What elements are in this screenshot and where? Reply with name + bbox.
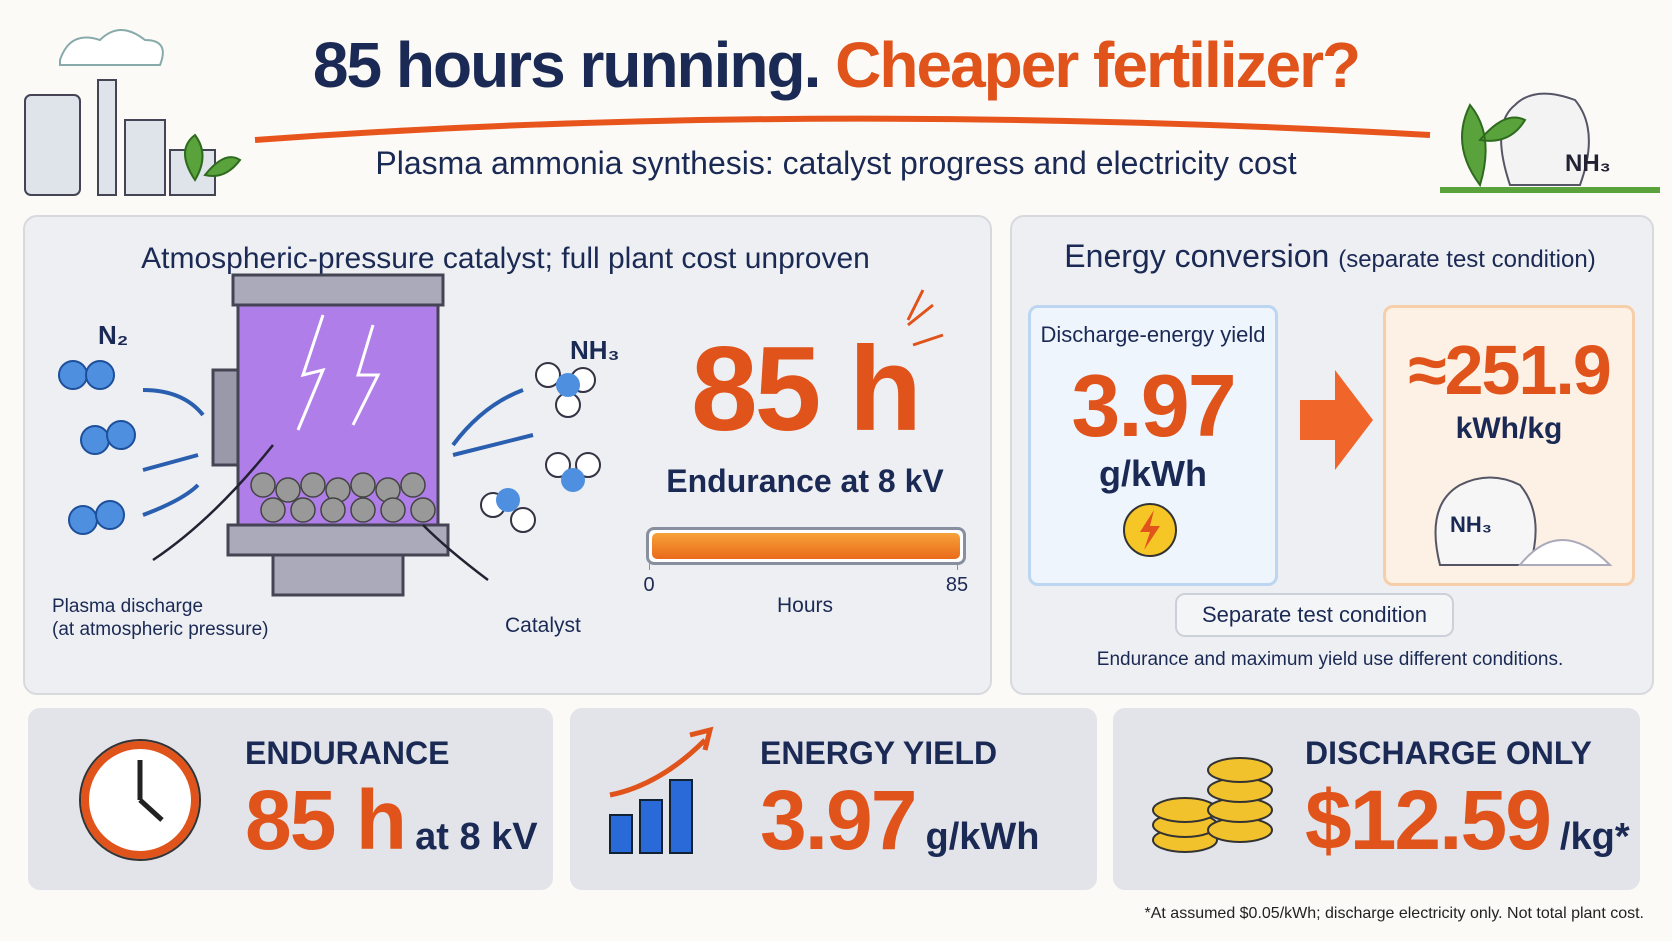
result-unit: kWh/kg bbox=[1455, 412, 1563, 445]
label-line: (at atmospheric pressure) bbox=[52, 619, 269, 640]
result-value: ≈251.9 bbox=[1408, 331, 1612, 409]
card-unit: at 8 kV bbox=[415, 816, 538, 858]
arrow bbox=[1300, 370, 1373, 470]
tick-label: 85 bbox=[945, 574, 969, 596]
bag-label: NH₃ bbox=[1450, 512, 1492, 537]
yield-unit: g/kWh bbox=[1099, 453, 1207, 494]
yield-label: Discharge-energy yield bbox=[1040, 322, 1266, 347]
tick-mark bbox=[957, 562, 958, 570]
title-part: 85 hours running. bbox=[312, 29, 821, 101]
title-note: (separate test condition) bbox=[1338, 246, 1596, 273]
card-value-row: 3.97 g/kWh bbox=[760, 772, 1039, 869]
card-value: 85 h bbox=[245, 773, 407, 867]
axis-label: Hours bbox=[776, 594, 834, 617]
reactor-art bbox=[58, 273, 944, 597]
note: Endurance and maximum yield use differen… bbox=[1096, 649, 1564, 670]
reactor-panel bbox=[23, 215, 992, 695]
big-value: 85 h bbox=[690, 322, 922, 456]
card-unit: g/kWh bbox=[925, 816, 1040, 858]
label-line: Plasma discharge bbox=[52, 596, 204, 617]
clock-icon bbox=[79, 739, 201, 861]
panel-title: Energy conversion (separate test conditi… bbox=[1010, 238, 1650, 275]
subtitle: Plasma ammonia synthesis: catalyst progr… bbox=[375, 145, 1297, 181]
catalyst-label: Catalyst bbox=[505, 614, 581, 637]
tick-mark bbox=[649, 562, 650, 570]
card-value: $12.59 bbox=[1305, 773, 1552, 867]
plasma-label: Plasma discharge (at atmospheric pressur… bbox=[52, 595, 268, 641]
bag-icon bbox=[1434, 476, 1613, 566]
caption: Endurance at 8 kV bbox=[666, 463, 944, 499]
card-value: 3.97 bbox=[760, 773, 917, 867]
tick-label: 0 bbox=[643, 574, 655, 596]
header-art bbox=[24, 29, 1660, 196]
input-label: N₂ bbox=[98, 320, 129, 350]
output-label: NH₃ bbox=[570, 335, 620, 365]
bolt-icon bbox=[1123, 503, 1177, 557]
card-title: ENERGY YIELD bbox=[760, 735, 998, 771]
title-part: Cheaper fertilizer? bbox=[835, 29, 1361, 101]
yield-value: 3.97 bbox=[1071, 356, 1236, 455]
card-unit: /kg* bbox=[1559, 816, 1630, 858]
card-value-row: $12.59/kg* bbox=[1305, 772, 1630, 869]
title: 85 hours running. Cheaper fertilizer? bbox=[0, 28, 1672, 102]
panel-title: Atmospheric-pressure catalyst; full plan… bbox=[141, 242, 870, 275]
footnote: *At assumed $0.05/kWh; discharge electri… bbox=[1144, 905, 1645, 922]
card-title: DISCHARGE ONLY bbox=[1305, 735, 1592, 771]
progress-track bbox=[646, 527, 966, 565]
badge: Separate test condition bbox=[1175, 593, 1454, 637]
coins-icon bbox=[1152, 757, 1273, 853]
progress-bar bbox=[652, 533, 960, 559]
card-title: ENDURANCE bbox=[245, 735, 450, 771]
bag-label: NH₃ bbox=[1565, 150, 1611, 177]
card-value-row: 85 h at 8 kV bbox=[245, 772, 538, 869]
chart-icon bbox=[609, 726, 714, 854]
title-main: Energy conversion bbox=[1064, 238, 1330, 274]
